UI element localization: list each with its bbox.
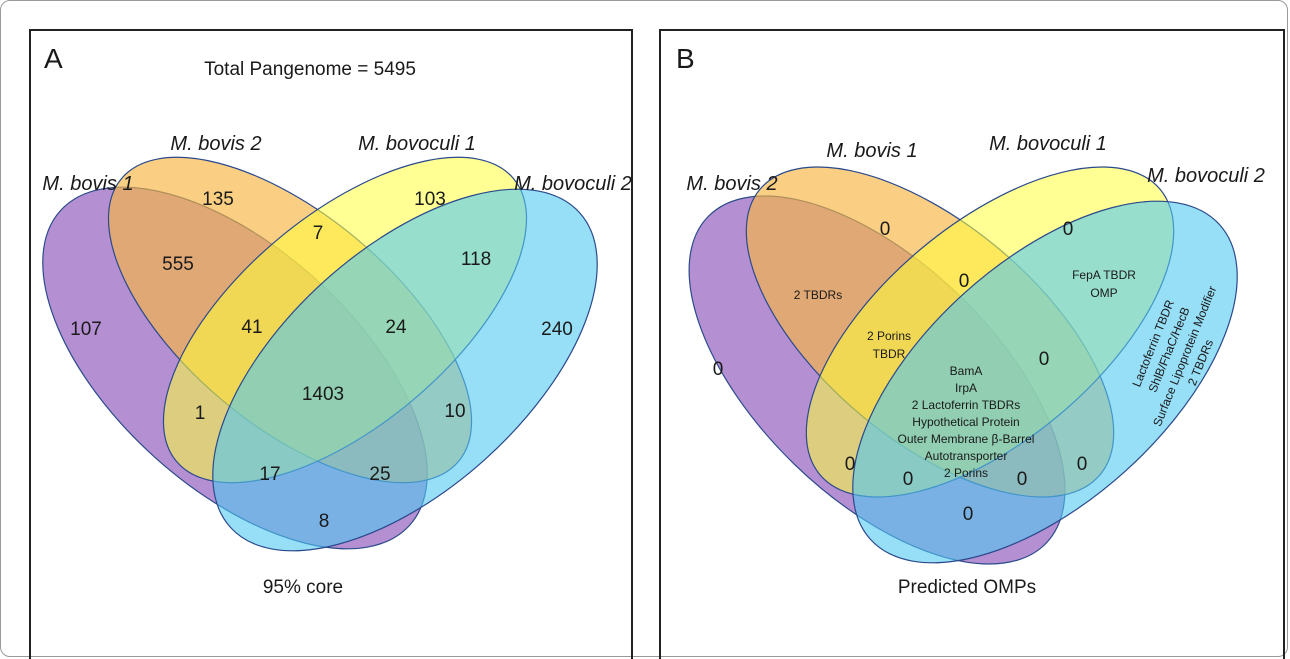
label-a-set4: M. bovoculi 2 xyxy=(514,173,632,195)
value-b-only3: 0 xyxy=(1063,219,1074,240)
value-a-s23: 7 xyxy=(313,223,324,244)
value-a-only2: 135 xyxy=(202,189,234,210)
ellipse-b-set4 xyxy=(852,200,1238,564)
value-a-s13: 1 xyxy=(195,403,206,424)
panel-a-letter: A xyxy=(44,43,63,74)
value-b-only1: 0 xyxy=(713,359,724,380)
value-b-s12: 2 TBDRs xyxy=(794,288,842,302)
value-a-only3: 103 xyxy=(414,189,446,210)
value-a-s34: 118 xyxy=(461,249,491,270)
value-b-all-item: IrpA xyxy=(955,381,977,395)
ellipse-a-set4 xyxy=(212,188,598,552)
panel-a-caption: 95% core xyxy=(263,577,343,598)
value-a-s24: 10 xyxy=(444,401,465,422)
value-b-s13: 0 xyxy=(845,454,856,475)
value-a-s134: 17 xyxy=(259,464,280,485)
value-b-s123-line1: 2 Porins xyxy=(867,329,911,343)
value-a-only1: 107 xyxy=(70,319,102,340)
label-a-set3: M. bovoculi 1 xyxy=(358,133,476,155)
value-b-s134: 0 xyxy=(903,469,914,490)
value-b-s23: 0 xyxy=(959,271,970,292)
value-b-all-item: Outer Membrane β-Barrel xyxy=(898,432,1035,446)
value-a-only4: 240 xyxy=(541,319,573,340)
label-b-set4: M. bovoculi 2 xyxy=(1147,165,1265,187)
value-a-s14: 8 xyxy=(319,511,330,532)
value-b-all-item: BamA xyxy=(950,364,983,378)
label-a-set2: M. bovis 2 xyxy=(170,133,261,155)
value-b-s14: 0 xyxy=(963,504,974,525)
label-b-set1: M. bovis 2 xyxy=(686,173,777,195)
value-b-s34-line2: OMP xyxy=(1090,286,1117,300)
label-a-set1: M. bovis 1 xyxy=(42,173,133,195)
value-a-s124: 25 xyxy=(369,464,390,485)
panel-b-frame xyxy=(659,29,1285,659)
value-b-s123-line2: TBDR xyxy=(873,347,906,361)
value-b-s124: 0 xyxy=(1017,469,1028,490)
value-b-all-item: Autotransporter xyxy=(925,449,1008,463)
panel-a-venn xyxy=(42,156,598,552)
panel-b-letter: B xyxy=(676,43,695,74)
value-b-all-item: 2 Lactoferrin TBDRs xyxy=(912,398,1021,412)
value-b-s24: 0 xyxy=(1077,454,1088,475)
label-b-set3: M. bovoculi 1 xyxy=(989,133,1107,155)
panel-b-venn xyxy=(688,166,1238,565)
panel-a-frame xyxy=(29,29,633,659)
value-b-all-item: 2 Porins xyxy=(944,466,988,480)
value-b-all-list: BamA IrpA 2 Lactoferrin TBDRs Hypothetic… xyxy=(898,364,1035,480)
value-a-s123: 41 xyxy=(241,317,262,338)
label-b-set2: M. bovis 1 xyxy=(826,140,917,162)
value-b-only4-list: Lactoferrin TBDR ShlB/FhaC/HecB Surface … xyxy=(1129,284,1219,428)
value-b-only2: 0 xyxy=(880,219,891,240)
value-b-s34-line1: FepA TBDR xyxy=(1072,268,1136,282)
value-b-s234: 0 xyxy=(1039,349,1050,370)
value-a-s12: 555 xyxy=(162,254,194,275)
value-b-all-item: Hypothetical Protein xyxy=(912,415,1019,429)
panel-a-title: Total Pangenome = 5495 xyxy=(204,59,416,80)
panel-b-caption: Predicted OMPs xyxy=(898,577,1036,598)
value-a-s234: 24 xyxy=(385,317,407,338)
value-a-all: 1403 xyxy=(302,384,344,405)
